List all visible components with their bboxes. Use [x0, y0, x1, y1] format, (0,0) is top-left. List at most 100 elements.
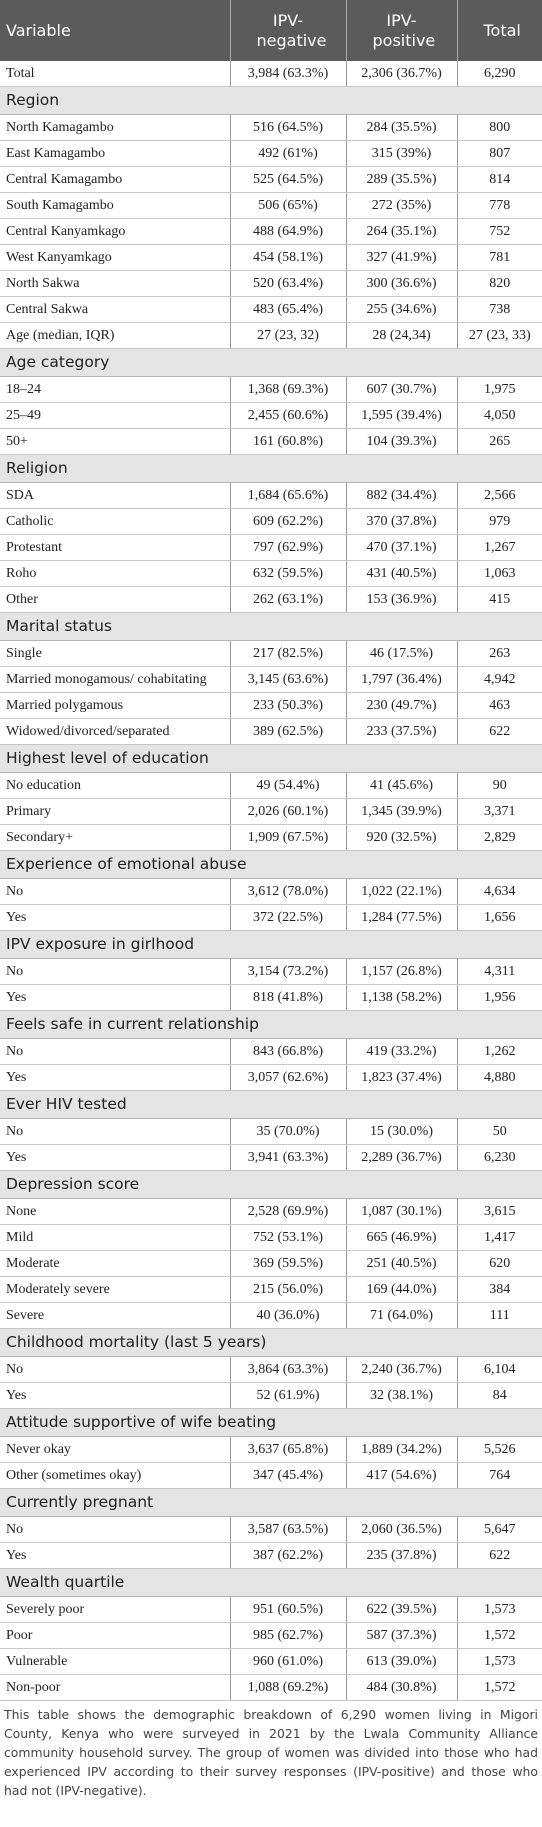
table-row: No 3,612 (78.0%) 1,022 (22.1%) 4,634	[0, 878, 542, 905]
value-cell: 463	[456, 692, 542, 719]
value-cell: 1,684 (65.6%)	[229, 482, 346, 509]
value-cell: 613 (39.0%)	[345, 1648, 457, 1675]
value-cell: 384	[456, 1276, 542, 1303]
value-cell: 233 (37.5%)	[345, 718, 457, 745]
table-row: 50+ 161 (60.8%) 104 (39.3%) 265	[0, 428, 542, 455]
label-cell: South Kamagambo	[0, 192, 230, 219]
value-cell: 632 (59.5%)	[229, 560, 346, 587]
table-row: 25–49 2,455 (60.6%) 1,595 (39.4%) 4,050	[0, 402, 542, 429]
value-cell: 1,284 (77.5%)	[345, 904, 457, 931]
table-row: No 843 (66.8%) 419 (33.2%) 1,262	[0, 1038, 542, 1065]
value-cell: 6,290	[456, 61, 542, 87]
table-row: South Kamagambo 506 (65%) 272 (35%) 778	[0, 192, 542, 219]
table-row: Poor 985 (62.7%) 587 (37.3%) 1,572	[0, 1622, 542, 1649]
section-row: Wealth quartile	[0, 1568, 542, 1597]
section-row: Feels safe in current relationship	[0, 1010, 542, 1039]
value-cell: 389 (62.5%)	[229, 718, 346, 745]
value-cell: 4,311	[456, 958, 542, 985]
value-cell: 169 (44.0%)	[345, 1276, 457, 1303]
value-cell: 3,615	[456, 1198, 542, 1225]
section-title: Childhood mortality (last 5 years)	[0, 1328, 542, 1357]
label-cell: Other	[0, 586, 230, 613]
value-cell: 2,289 (36.7%)	[345, 1144, 457, 1171]
section-row: Age category	[0, 348, 542, 377]
section-row: Highest level of education	[0, 744, 542, 773]
table-row: Total 3,984 (63.3%) 2,306 (36.7%) 6,290	[0, 61, 542, 87]
value-cell: 28 (24,34)	[345, 322, 457, 349]
value-cell: 1,573	[456, 1648, 542, 1675]
value-cell: 1,572	[456, 1622, 542, 1649]
section-row: Depression score	[0, 1170, 542, 1199]
value-cell: 1,345 (39.9%)	[345, 798, 457, 825]
value-cell: 6,230	[456, 1144, 542, 1171]
table-row: Secondary+ 1,909 (67.5%) 920 (32.5%) 2,829	[0, 824, 542, 851]
table-row: Yes 818 (41.8%) 1,138 (58.2%) 1,956	[0, 984, 542, 1011]
table-row: No education 49 (54.4%) 41 (45.6%) 90	[0, 772, 542, 799]
section-title: Highest level of education	[0, 744, 542, 773]
section-row: IPV exposure in girlhood	[0, 930, 542, 959]
table-row: Other 262 (63.1%) 153 (36.9%) 415	[0, 586, 542, 613]
value-cell: 272 (35%)	[345, 192, 457, 219]
value-cell: 1,087 (30.1%)	[345, 1198, 457, 1225]
section-row: Ever HIV tested	[0, 1090, 542, 1119]
value-cell: 3,941 (63.3%)	[229, 1144, 346, 1171]
label-cell: No	[0, 958, 230, 985]
footnote: This table shows the demographic breakdo…	[4, 1707, 538, 1798]
value-cell: 814	[456, 166, 542, 193]
value-cell: 778	[456, 192, 542, 219]
table-row: North Kamagambo 516 (64.5%) 284 (35.5%) 800	[0, 114, 542, 141]
value-cell: 525 (64.5%)	[229, 166, 346, 193]
value-cell: 15 (30.0%)	[345, 1118, 457, 1145]
label-cell: Yes	[0, 1542, 230, 1569]
table-row: No 35 (70.0%) 15 (30.0%) 50	[0, 1118, 542, 1145]
label-cell: Catholic	[0, 508, 230, 535]
value-cell: 764	[456, 1462, 542, 1489]
value-cell: 3,154 (73.2%)	[229, 958, 346, 985]
value-cell: 27 (23, 32)	[229, 322, 346, 349]
value-cell: 230 (49.7%)	[345, 692, 457, 719]
label-cell: Non-poor	[0, 1674, 230, 1701]
value-cell: 520 (63.4%)	[229, 270, 346, 297]
value-cell: 2,306 (36.7%)	[345, 61, 457, 87]
value-cell: 415	[456, 586, 542, 613]
value-cell: 49 (54.4%)	[229, 772, 346, 799]
value-cell: 3,864 (63.3%)	[229, 1356, 346, 1383]
label-cell: Protestant	[0, 534, 230, 561]
data-table: Variable IPV-negative IPV-positive Total To…	[0, 0, 542, 1701]
value-cell: 1,572	[456, 1674, 542, 1701]
value-cell: 1,573	[456, 1596, 542, 1623]
value-cell: 882 (34.4%)	[345, 482, 457, 509]
value-cell: 50	[456, 1118, 542, 1145]
table-body: Total 3,984 (63.3%) 2,306 (36.7%) 6,290 Regi…	[0, 61, 542, 1701]
label-cell: 18–24	[0, 376, 230, 403]
value-cell: 620	[456, 1250, 542, 1277]
value-cell: 327 (41.9%)	[345, 244, 457, 271]
label-cell: Yes	[0, 1064, 230, 1091]
value-cell: 1,956	[456, 984, 542, 1011]
table-row: Non-poor 1,088 (69.2%) 484 (30.8%) 1,572	[0, 1674, 542, 1701]
section-title: Marital status	[0, 612, 542, 641]
label-cell: None	[0, 1198, 230, 1225]
value-cell: 35 (70.0%)	[229, 1118, 346, 1145]
value-cell: 265	[456, 428, 542, 455]
header-row: Variable IPV-negative IPV-positive Total	[0, 0, 542, 61]
label-cell: Vulnerable	[0, 1648, 230, 1675]
table-row: Central Sakwa 483 (65.4%) 255 (34.6%) 738	[0, 296, 542, 323]
value-cell: 454 (58.1%)	[229, 244, 346, 271]
label-cell: Single	[0, 640, 230, 667]
label-cell: No	[0, 1118, 230, 1145]
value-cell: 1,267	[456, 534, 542, 561]
table-row: Yes 387 (62.2%) 235 (37.8%) 622	[0, 1542, 542, 1569]
header-cell: IPV-positive	[345, 0, 457, 61]
table-row: 18–24 1,368 (69.3%) 607 (30.7%) 1,975	[0, 376, 542, 403]
value-cell: 622 (39.5%)	[345, 1596, 457, 1623]
value-cell: 483 (65.4%)	[229, 296, 346, 323]
value-cell: 960 (61.0%)	[229, 1648, 346, 1675]
value-cell: 217 (82.5%)	[229, 640, 346, 667]
value-cell: 3,145 (63.6%)	[229, 666, 346, 693]
table-row: Central Kamagambo 525 (64.5%) 289 (35.5%) 8…	[0, 166, 542, 193]
table-row: Widowed/divorced/separated 389 (62.5%) 233…	[0, 718, 542, 745]
label-cell: Central Kamagambo	[0, 166, 230, 193]
value-cell: 262 (63.1%)	[229, 586, 346, 613]
